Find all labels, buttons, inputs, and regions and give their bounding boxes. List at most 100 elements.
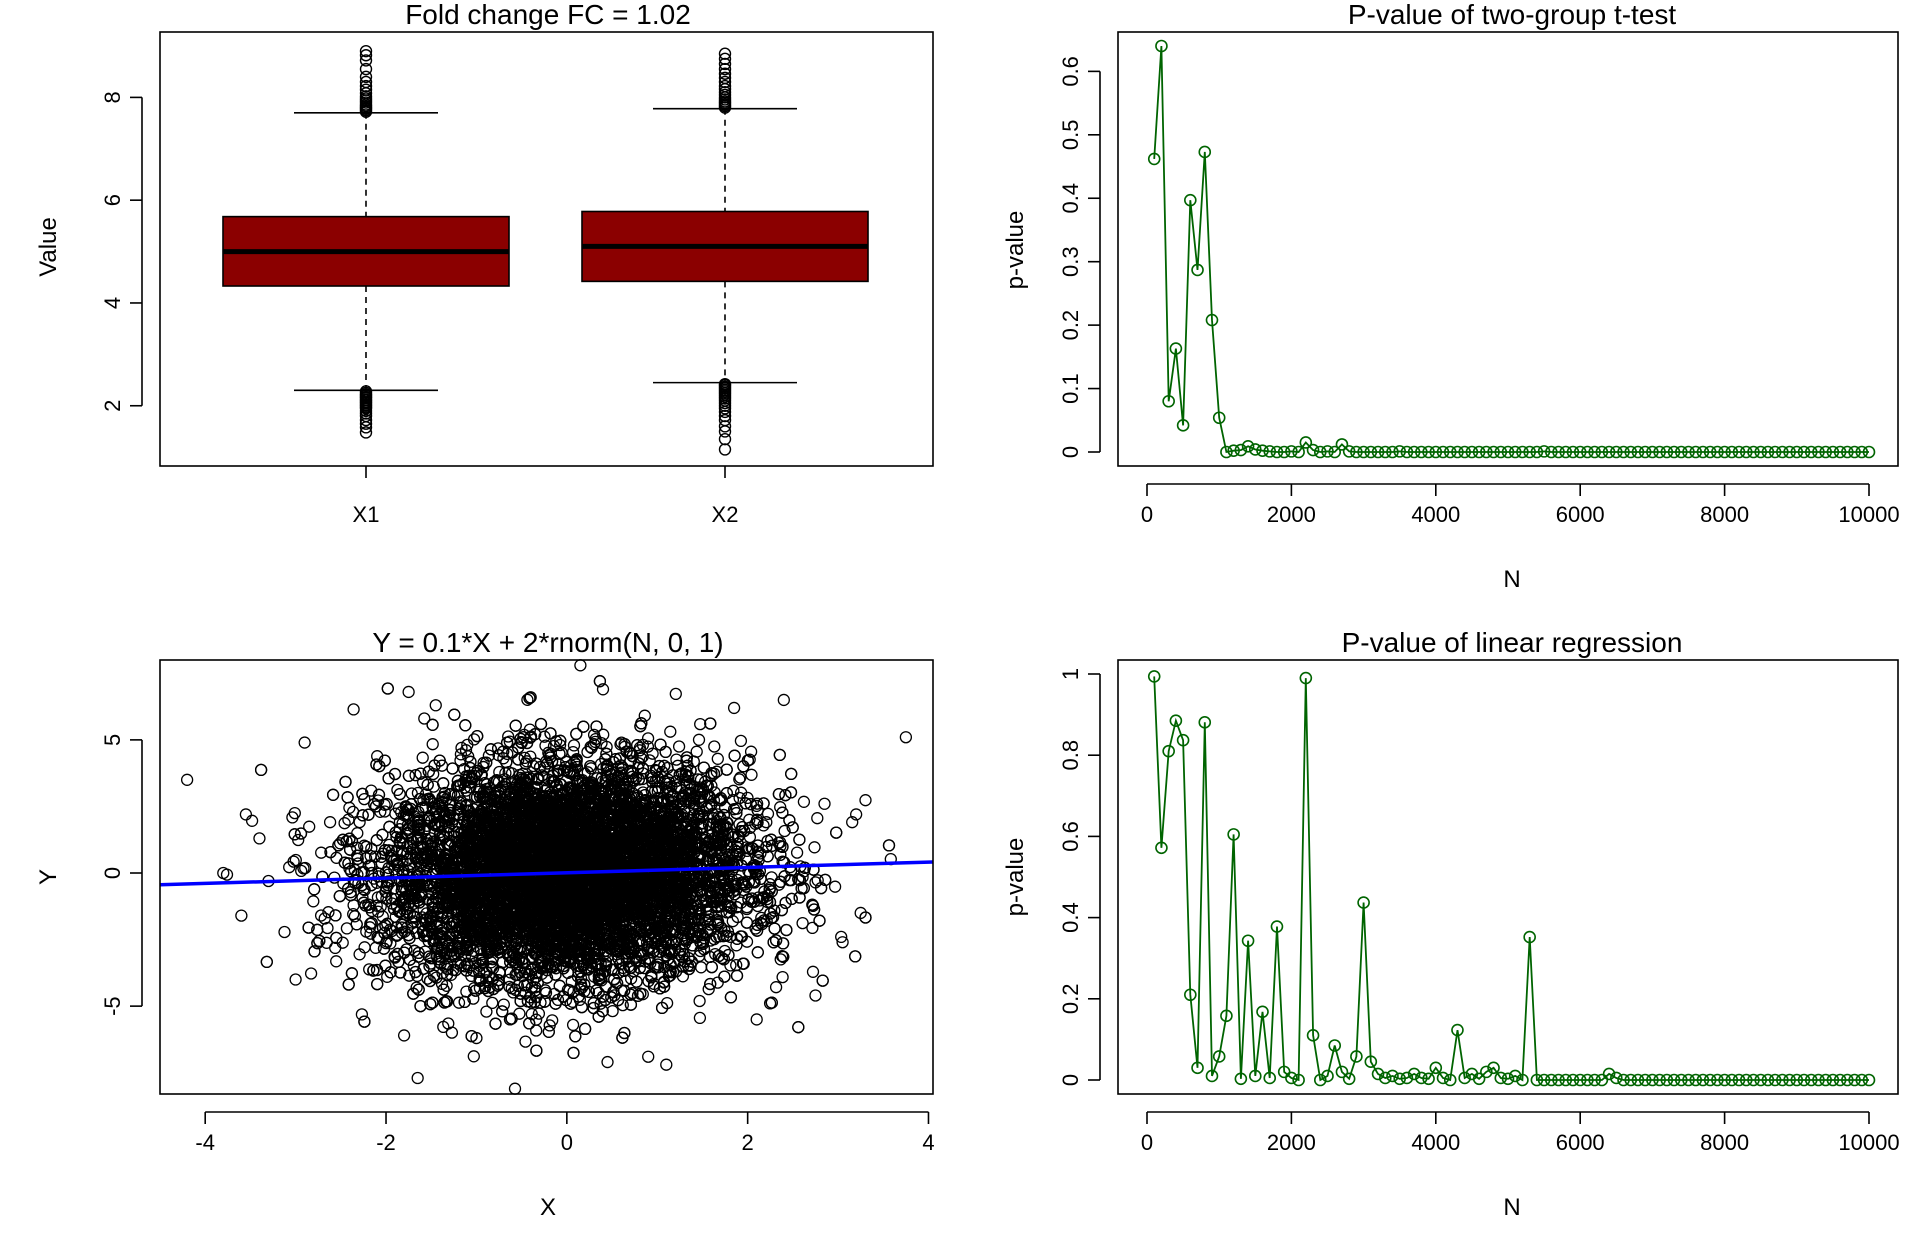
data-point xyxy=(1848,445,1861,459)
panel-title: Y = 0.1*X + 2*rnorm(N, 0, 1) xyxy=(372,627,723,658)
data-point xyxy=(1638,445,1652,459)
data-point xyxy=(1270,445,1284,459)
outlier-point xyxy=(359,413,373,427)
scatter-point xyxy=(498,773,511,786)
outlier-point xyxy=(718,432,732,446)
scatter-point xyxy=(708,740,721,753)
data-point xyxy=(1624,445,1638,459)
data-point xyxy=(1566,445,1580,459)
x-tick-label: X1 xyxy=(353,502,380,527)
y-tick-label: 0.2 xyxy=(1058,310,1083,341)
outlier-point xyxy=(718,409,732,423)
data-point xyxy=(1443,445,1457,459)
data-point xyxy=(1335,438,1349,451)
data-point xyxy=(1422,445,1435,459)
data-point xyxy=(1711,445,1724,459)
box-marks xyxy=(222,44,869,456)
scatter-point xyxy=(521,693,534,706)
data-point xyxy=(1393,445,1406,458)
scatter-point xyxy=(508,1082,522,1095)
y-tick-label: 0.5 xyxy=(1058,120,1083,151)
data-point xyxy=(1812,445,1825,459)
outlier-point xyxy=(359,70,373,84)
data-point xyxy=(1804,445,1818,459)
scatter-point xyxy=(766,910,780,924)
data-point xyxy=(1747,445,1760,459)
scatter-point xyxy=(289,853,302,867)
scatter-point xyxy=(772,878,786,891)
data-point xyxy=(1198,145,1212,159)
data-point xyxy=(1378,445,1392,459)
data-point xyxy=(1725,445,1739,459)
data-point xyxy=(1790,445,1804,459)
outlier-point xyxy=(359,90,373,103)
outlier-point xyxy=(718,425,732,438)
panel-title: Fold change FC = 1.02 xyxy=(405,0,691,30)
data-point xyxy=(1285,445,1298,458)
scatter-point xyxy=(304,967,318,980)
data-point xyxy=(1169,342,1183,355)
outlier-point xyxy=(718,443,732,456)
axes: 0 2000 4000 6000 8000 1000000.10.20.30.40.50.… xyxy=(1058,31,1900,527)
y-tick-label: 8 xyxy=(100,91,125,103)
data-point xyxy=(1841,445,1854,459)
scatter-point xyxy=(796,916,809,930)
data-point xyxy=(1754,445,1767,459)
data-point xyxy=(1227,444,1240,458)
data-point xyxy=(1472,445,1486,459)
outlier-point xyxy=(718,52,732,66)
data-point xyxy=(1646,445,1659,459)
scatter-point xyxy=(760,816,773,829)
data-point xyxy=(1610,445,1623,459)
data-point xyxy=(1371,445,1385,459)
data-point xyxy=(1537,445,1551,458)
outlier-point xyxy=(359,426,373,439)
data-point xyxy=(1465,445,1479,459)
data-point xyxy=(1826,445,1840,459)
data-point xyxy=(1357,445,1370,459)
data-point xyxy=(1660,445,1674,459)
scatter-point xyxy=(636,750,649,763)
data-point xyxy=(1364,445,1378,459)
x-tick-label: X2 xyxy=(712,502,739,527)
data-point xyxy=(1350,445,1363,459)
scatter-point xyxy=(797,795,811,808)
scatter-marks xyxy=(159,659,934,1095)
outlier-point xyxy=(359,83,373,96)
data-point xyxy=(1155,39,1168,53)
scatter-point xyxy=(846,816,859,829)
data-point xyxy=(1342,445,1356,458)
data-point xyxy=(1480,445,1493,459)
data-point xyxy=(1617,445,1630,459)
data-point xyxy=(1191,263,1204,277)
outlier-point xyxy=(718,47,732,60)
y-tick-label: 0.1 xyxy=(1058,373,1083,404)
scatter-point xyxy=(426,738,439,751)
outlier-point xyxy=(359,417,373,430)
data-point xyxy=(1667,445,1681,459)
scatter-point xyxy=(806,965,820,978)
scatter-point xyxy=(467,1050,480,1063)
data-point xyxy=(1501,445,1515,459)
data-point xyxy=(1429,445,1443,459)
data-point xyxy=(1400,445,1414,459)
data-point xyxy=(1249,443,1262,456)
data-point xyxy=(1458,445,1471,459)
data-point xyxy=(1783,445,1796,459)
x-tick-label: 6000 xyxy=(1556,502,1605,527)
scatter-point xyxy=(711,752,724,765)
data-point xyxy=(1674,445,1688,459)
data-point xyxy=(1516,445,1529,459)
outlier-point xyxy=(718,67,732,80)
data-point xyxy=(1234,443,1248,457)
x-tick-label: 10000 xyxy=(1838,502,1899,527)
scatter-point xyxy=(322,906,335,919)
data-point xyxy=(1855,445,1869,459)
scatter-point xyxy=(355,1008,369,1021)
data-point xyxy=(1176,419,1190,432)
y-tick-label: 2 xyxy=(100,400,125,412)
panel-title: P-value of two-group t-test xyxy=(1348,0,1677,30)
data-point xyxy=(1703,445,1717,459)
